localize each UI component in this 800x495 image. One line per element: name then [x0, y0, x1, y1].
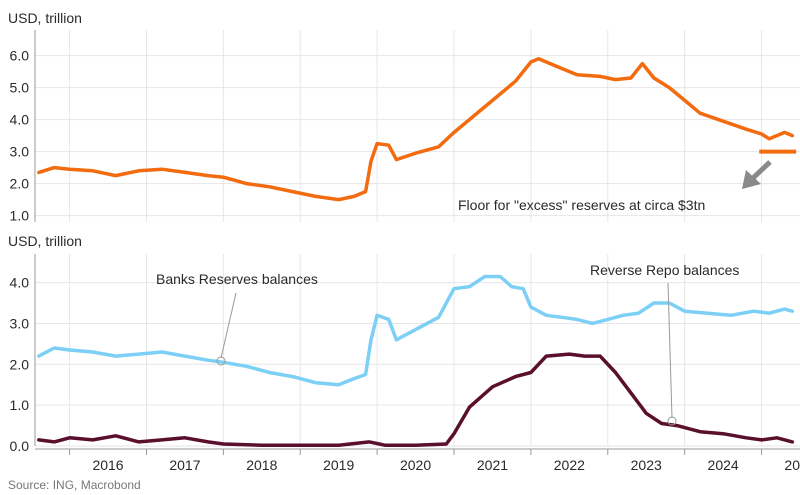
- y-tick-label: 5.0: [10, 80, 30, 96]
- series-line-0-0: [37, 57, 795, 202]
- callout-line-banks-reserves: [220, 292, 237, 359]
- series-line-1-0: [37, 274, 795, 387]
- series-label-reverse-repo: Reverse Repo balances: [590, 262, 739, 278]
- x-tick-label: 2017: [169, 457, 200, 473]
- series-line-1-1: [37, 352, 795, 447]
- series-label-banks-reserves: Banks Reserves balances: [156, 271, 318, 287]
- x-tick-label: 2016: [92, 457, 123, 473]
- x-tick-label: 2024: [708, 457, 739, 473]
- y-tick-label: 3.0: [10, 315, 30, 331]
- x-tick-label: 2019: [323, 457, 354, 473]
- arrow-icon: [742, 160, 772, 189]
- x-tick-label: 2023: [631, 457, 662, 473]
- x-tick-label: 2020: [400, 457, 431, 473]
- y-tick-label: 2.0: [10, 356, 30, 372]
- bottom-panel: 0.0 1.0 2.0 3.0 4.0 2016 2017 2018 2019 2020 2021 2…: [10, 254, 800, 473]
- callout-marker-reverse-repo: [667, 416, 677, 426]
- callout-marker-banks-reserves: [216, 356, 226, 366]
- y-tick-label: 1.0: [10, 208, 30, 224]
- y-tick-label: 6.0: [10, 48, 30, 64]
- y-tick-label: 2.0: [10, 176, 30, 192]
- x-tick-label: 2022: [554, 457, 585, 473]
- y-tick-label: 4.0: [10, 112, 30, 128]
- x-tick-label: 2025: [784, 457, 800, 473]
- y-tick-label: 4.0: [10, 275, 30, 291]
- y-tick-label: 1.0: [10, 397, 30, 413]
- bottom-y-axis-label: USD, trillion: [8, 233, 82, 249]
- top-y-axis-label: USD, trillion: [8, 10, 82, 26]
- source-note: Source: ING, Macrobond: [8, 478, 141, 492]
- callout-line-reverse-repo: [667, 282, 673, 419]
- top-panel: 1.0 2.0 3.0 4.0 5.0 6.0: [10, 30, 800, 224]
- x-tick-label: 2021: [477, 457, 508, 473]
- floor-annotation: Floor for "excess" reserves at circa $3t…: [458, 197, 705, 213]
- y-tick-label: 0.0: [10, 438, 30, 454]
- y-tick-label: 3.0: [10, 144, 30, 160]
- x-tick-label: 2018: [246, 457, 277, 473]
